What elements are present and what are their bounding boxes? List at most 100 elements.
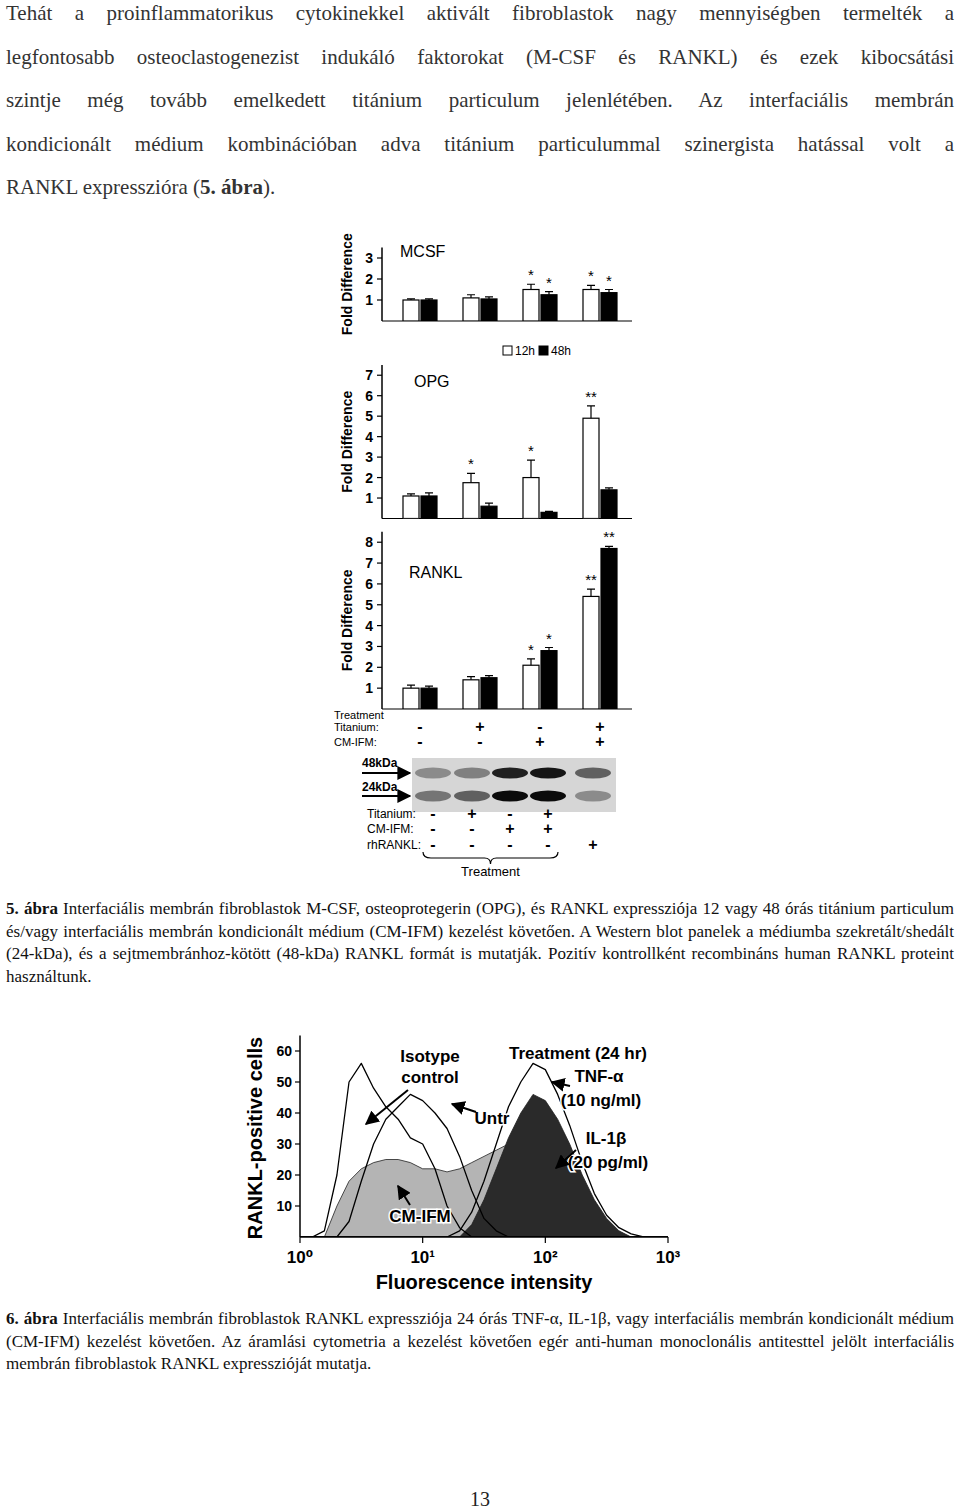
series-dose: (10 ng/ml)	[561, 1091, 641, 1110]
y-axis-label: Fold Difference	[339, 569, 355, 671]
chart-title: MCSF	[400, 243, 446, 260]
series-label-line: Isotype	[400, 1047, 460, 1066]
text-span: RANKL expresszióra (	[6, 175, 200, 199]
legend-swatch	[539, 346, 548, 355]
bar	[421, 300, 437, 321]
y-tick	[377, 646, 382, 647]
y-tick	[295, 1205, 300, 1206]
y-tick-label: 1	[365, 490, 373, 506]
error-bar	[587, 589, 595, 596]
error-bar	[485, 297, 493, 299]
band	[575, 768, 611, 779]
histograms	[300, 1063, 668, 1237]
y-tick-label: 60	[276, 1043, 292, 1059]
treatment-value: -	[477, 733, 482, 750]
y-tick	[295, 1081, 300, 1082]
histogram-area	[300, 1094, 668, 1237]
y-tick-label: 3	[365, 449, 373, 465]
x-tick	[299, 1237, 300, 1243]
page-number: 13	[0, 1488, 960, 1511]
series-label: CM-IFM	[389, 1207, 450, 1226]
series-dose: (20 pg/ml)	[568, 1153, 648, 1172]
y-tick	[377, 416, 382, 417]
marker-arrow	[362, 795, 410, 797]
band	[530, 791, 566, 802]
body-line: legfontosabb osteoclastogenezist indukál…	[6, 45, 954, 69]
y-tick	[295, 1174, 300, 1175]
y-tick	[377, 299, 382, 300]
bar	[601, 490, 617, 519]
error-bar	[407, 299, 415, 300]
significance: *	[528, 442, 534, 459]
error-bar	[425, 493, 433, 496]
error-bar	[545, 292, 553, 295]
y-tick	[377, 457, 382, 458]
series-label: IL-1β	[586, 1129, 627, 1148]
band	[454, 768, 490, 779]
label-arrow	[398, 1186, 410, 1205]
error-bar	[527, 284, 535, 289]
significance: *	[546, 274, 552, 291]
y-tick-label: 2	[365, 470, 373, 486]
bar	[583, 596, 599, 709]
bar	[583, 290, 599, 322]
band	[454, 791, 490, 802]
bars	[403, 406, 617, 519]
y-tick-label: 3	[365, 638, 373, 654]
y-tick-label: 2	[365, 271, 373, 287]
bar	[523, 290, 539, 322]
chart-title: OPG	[414, 373, 450, 390]
group-brace	[423, 852, 558, 864]
y-tick-label: 4	[365, 618, 373, 634]
error-bar	[605, 290, 613, 293]
text-span: Interfaciális membrán fibroblastok M-CSF…	[6, 899, 954, 986]
significance: *	[468, 455, 474, 472]
y-tick	[377, 477, 382, 478]
y-tick-label: 6	[365, 576, 373, 592]
figure-caption: 5. ábra Interfaciális membrán fibroblast…	[6, 898, 954, 988]
y-tick-label: 2	[365, 659, 373, 675]
y-tick	[295, 1143, 300, 1144]
bar	[601, 548, 617, 709]
text-span: Interfaciális membrán fibroblastok RANKL…	[6, 1309, 954, 1373]
label-arrow	[552, 1082, 570, 1086]
significance: *	[528, 641, 534, 658]
y-tick-label: 40	[276, 1105, 292, 1121]
x-tick	[422, 1237, 423, 1243]
bars	[403, 284, 617, 321]
western-blot: 48kDa24kDaTitanium:-+-+CM-IFM:--++rhRANK…	[362, 756, 616, 879]
x-tick-label: 10³	[656, 1248, 681, 1267]
y-tick	[377, 688, 382, 689]
bar-chart: 12345678Fold DifferenceRANKL******Treatm…	[334, 528, 632, 750]
bar	[403, 688, 419, 709]
x-tick	[667, 1237, 668, 1243]
flow-chart: 10203040506010⁰10¹10²10³Fluorescence int…	[244, 1036, 681, 1294]
x-tick	[545, 1237, 546, 1243]
blot-row-label: rhRANKL:	[367, 838, 421, 852]
series-label-line: IL-1β	[586, 1129, 627, 1148]
label-arrow	[366, 1090, 408, 1124]
bar	[541, 651, 557, 709]
significance: **	[603, 528, 615, 545]
band	[530, 768, 566, 779]
bar	[463, 483, 479, 519]
error-bar	[527, 460, 535, 477]
error-bar	[425, 299, 433, 300]
significance: *	[588, 267, 594, 284]
y-tick	[377, 436, 382, 437]
bar	[541, 512, 557, 518]
y-tick	[377, 625, 382, 626]
bar	[583, 418, 599, 518]
bar	[541, 295, 557, 321]
error-bar	[485, 676, 493, 678]
error-bar	[467, 295, 475, 298]
error-bar	[527, 659, 535, 665]
bar	[523, 665, 539, 709]
body-line: RANKL expresszióra (5. ábra).	[6, 175, 954, 199]
series-labels: CM-IFMIL-1β(20 pg/ml)IsotypecontrolUntrT…	[366, 1047, 648, 1226]
error-bar	[545, 511, 553, 512]
marker-arrow	[362, 772, 410, 774]
y-tick	[377, 604, 382, 605]
y-tick-label: 7	[365, 367, 373, 383]
error-bar	[467, 473, 475, 482]
